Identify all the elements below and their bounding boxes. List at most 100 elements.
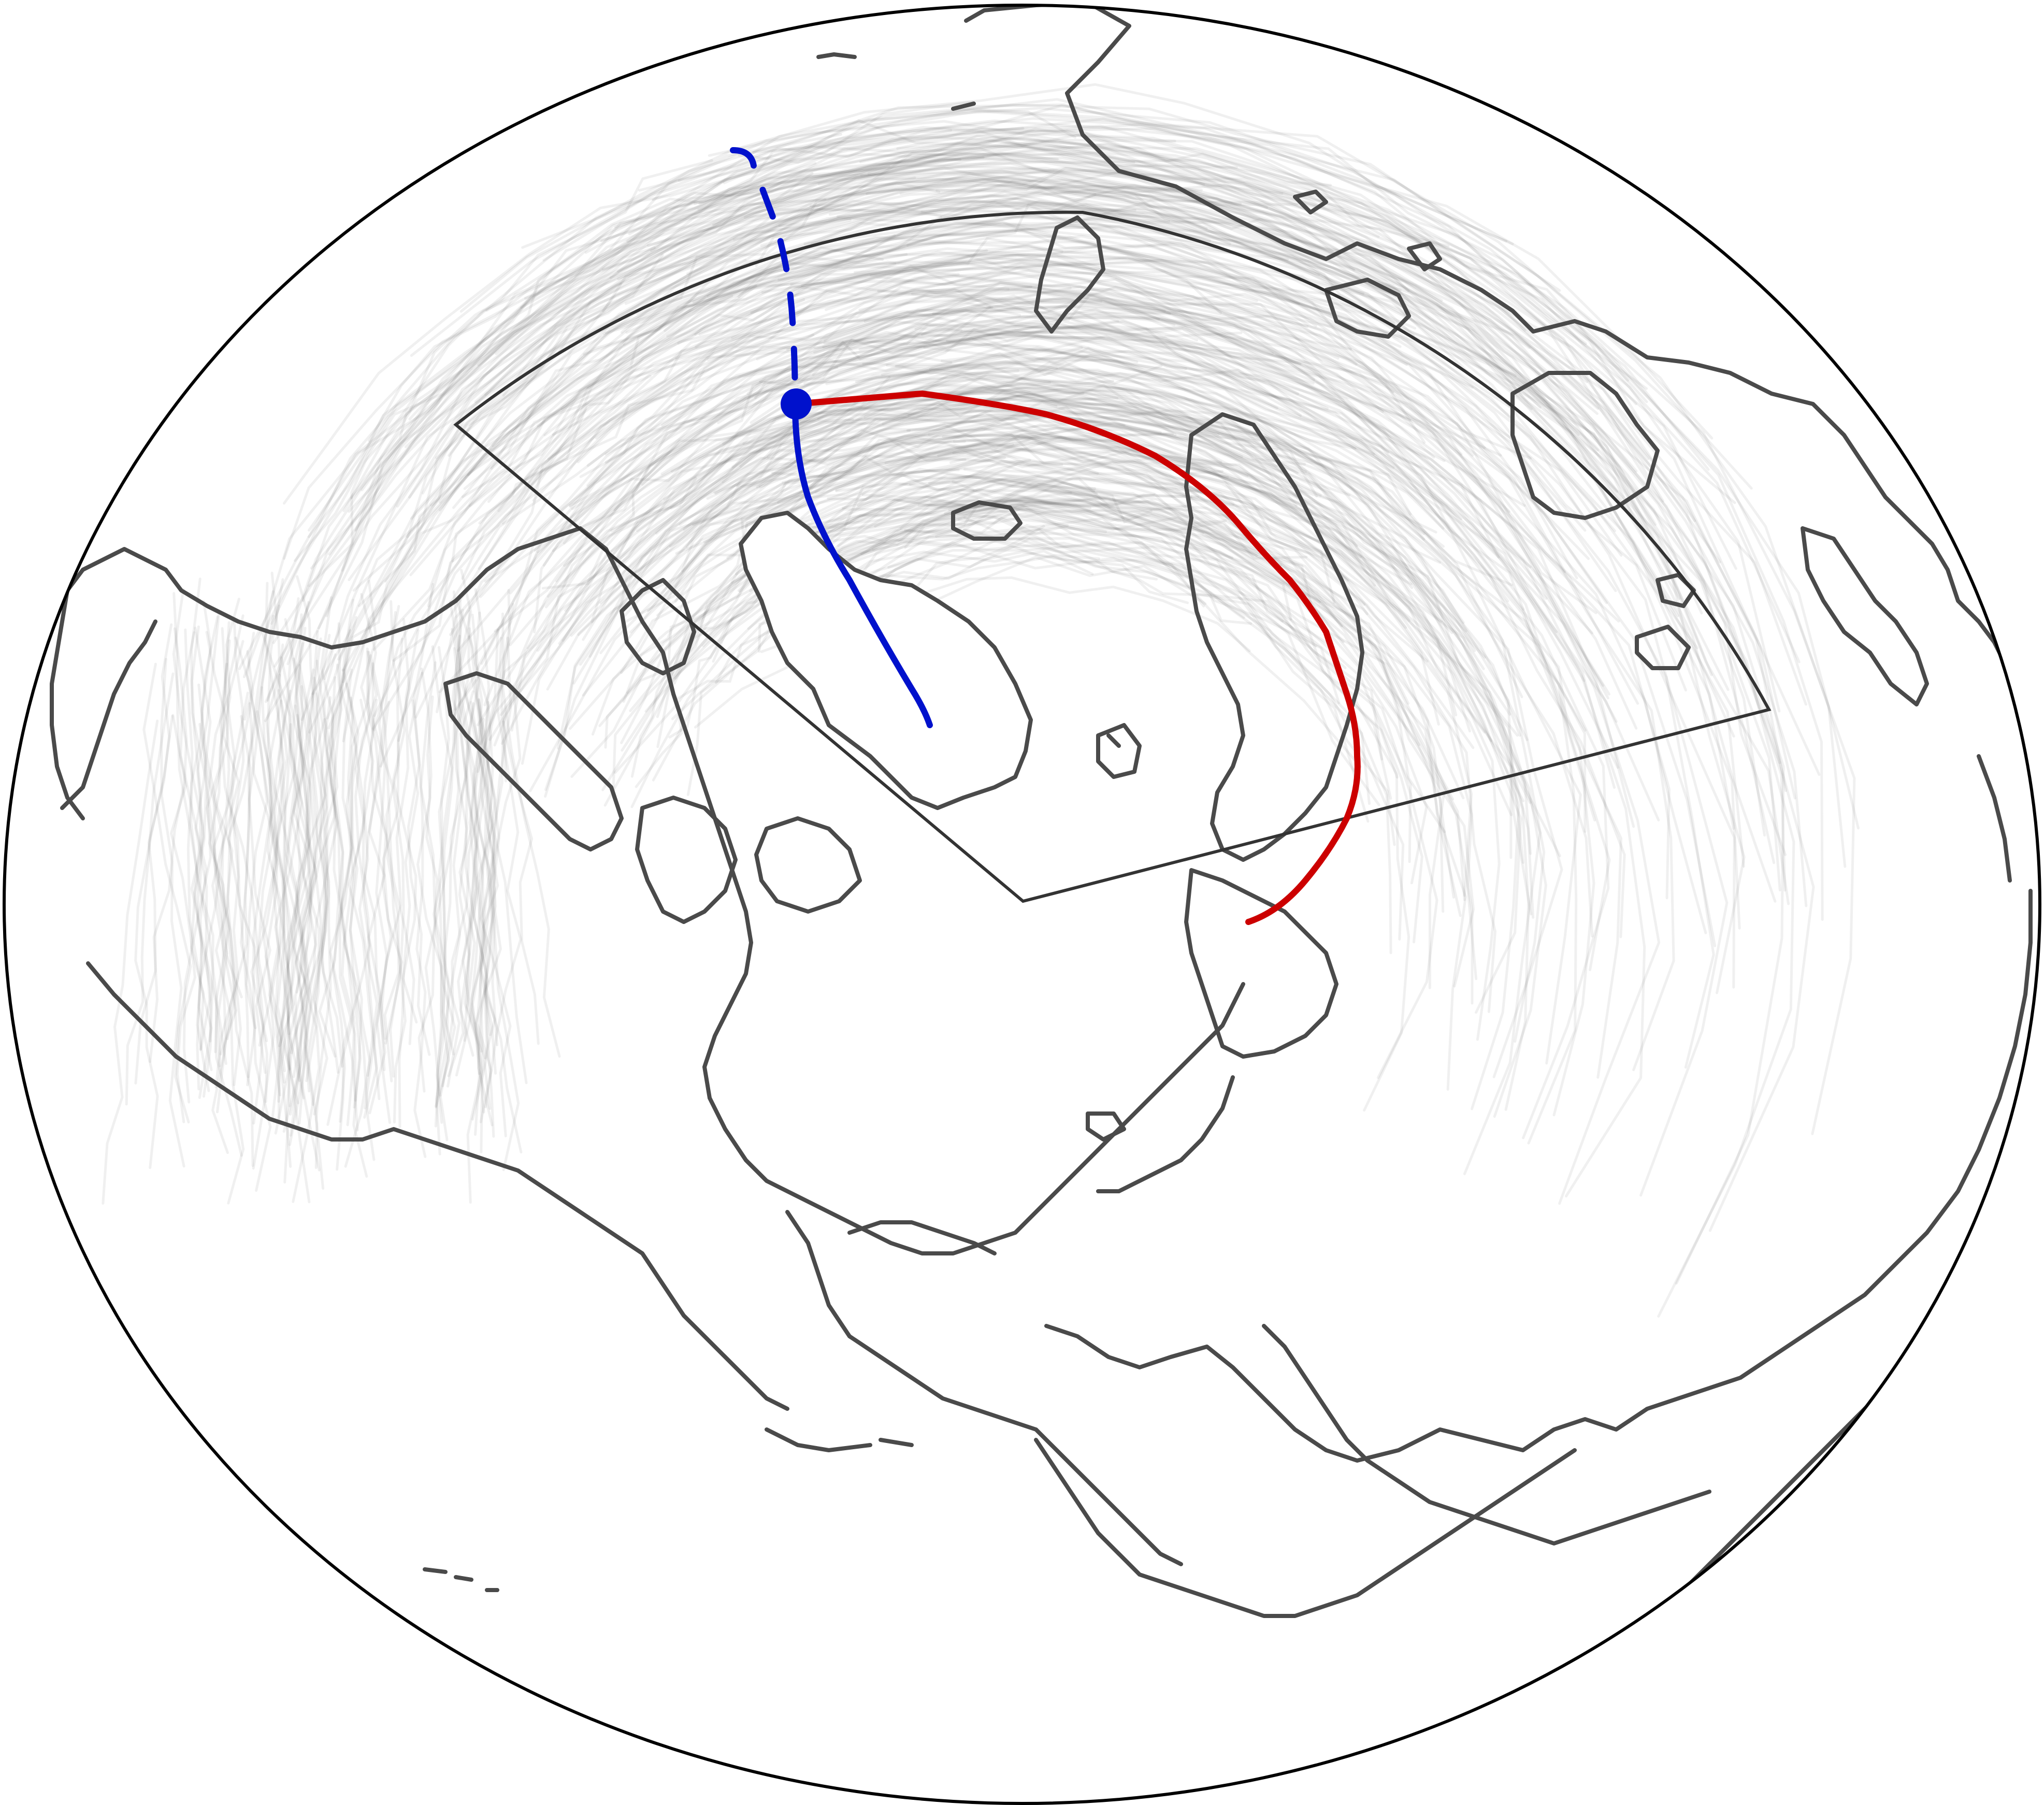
- background-track: [904, 483, 1153, 549]
- background-track: [160, 658, 185, 1168]
- background-track: [390, 600, 418, 1024]
- background-track: [274, 188, 1599, 668]
- background-track: [376, 629, 420, 1124]
- background-track: [871, 503, 1455, 899]
- background-track: [591, 367, 1058, 623]
- background-track: [452, 261, 1318, 509]
- background-track: [239, 590, 275, 1029]
- background-track: [735, 447, 1462, 917]
- background-track: [186, 615, 219, 1099]
- background-track: [759, 417, 1323, 559]
- background-track: [308, 246, 656, 587]
- background-track: [624, 202, 1730, 691]
- background-track: [441, 609, 464, 1056]
- background-track: [449, 298, 805, 636]
- background-track: [674, 266, 1502, 457]
- background-track: [758, 336, 1139, 387]
- background-track: [456, 304, 1166, 652]
- background-track: [762, 503, 1392, 800]
- background-track: [677, 224, 1777, 903]
- background-track: [190, 625, 213, 1071]
- background-track: [686, 200, 1415, 337]
- background-track: [620, 180, 1395, 334]
- background-track: [474, 194, 1517, 403]
- coastline-mediterranean: [1262, 1324, 1711, 1546]
- background-track: [563, 369, 1019, 567]
- background-track: [544, 434, 1366, 798]
- background-track: [825, 352, 1357, 450]
- background-track: [256, 710, 293, 1184]
- background-track: [860, 515, 1370, 823]
- background-track: [471, 628, 499, 1121]
- background-track: [763, 494, 1466, 901]
- background-track: [320, 629, 352, 1074]
- background-track: [435, 635, 472, 1108]
- background-track: [730, 262, 1426, 444]
- background-track: [814, 427, 1458, 717]
- background-track: [472, 718, 520, 1172]
- background-track: [429, 191, 1669, 564]
- background-track: [739, 367, 1611, 972]
- background-track: [142, 662, 192, 1123]
- background-track: [615, 417, 1322, 580]
- background-track: [604, 288, 1566, 573]
- coastline-pacific-islands: [423, 1567, 499, 1592]
- background-track: [294, 159, 713, 562]
- background-track: [812, 306, 1299, 395]
- background-track: [601, 161, 1619, 493]
- background-track: [332, 668, 354, 1123]
- background-track: [419, 661, 450, 1156]
- background-track: [949, 440, 1336, 604]
- background-track: [492, 250, 1378, 447]
- background-track: [234, 637, 309, 1125]
- background-track: [348, 178, 1696, 581]
- background-track: [663, 203, 1616, 532]
- coastline-east-asia-coast: [1977, 754, 2012, 883]
- background-track: [809, 183, 1650, 460]
- background-track: [271, 637, 322, 1118]
- background-track: [939, 380, 1546, 1043]
- background-track: [427, 246, 884, 608]
- background-track: [361, 162, 817, 492]
- background-track: [342, 258, 1402, 743]
- background-track: [708, 120, 1736, 504]
- background-track: [328, 124, 1801, 663]
- background-track: [416, 695, 449, 1142]
- background-track: [477, 388, 1085, 727]
- background-track: [464, 613, 490, 1075]
- background-track: [904, 498, 1345, 643]
- background-track: [172, 588, 219, 1053]
- background-track: [552, 346, 1616, 789]
- background-track: [211, 715, 252, 1154]
- background-track: [824, 524, 1412, 863]
- background-track: [604, 224, 1430, 348]
- background-track: [823, 329, 1610, 1139]
- background-track: [441, 627, 485, 1088]
- forecast-track: [792, 390, 1361, 925]
- background-track: [409, 197, 1365, 576]
- background-track: [276, 723, 311, 1204]
- background-track: [328, 682, 359, 1132]
- background-track: [474, 611, 528, 1085]
- background-track: [935, 499, 1283, 567]
- background-track: [674, 436, 1099, 588]
- background-track: [476, 698, 523, 1153]
- background-track: [655, 397, 1533, 916]
- background-track: [480, 297, 1548, 665]
- background-track: [435, 167, 1796, 800]
- coastline-caribbean: [847, 1220, 997, 1255]
- background-track: [617, 158, 1527, 332]
- background-track: [675, 426, 1369, 615]
- background-track: [920, 200, 1781, 891]
- background-track: [411, 699, 427, 1158]
- background-track: [862, 350, 1623, 1079]
- background-track: [437, 646, 461, 1088]
- background-track: [337, 622, 379, 1077]
- background-track: [467, 209, 1320, 476]
- background-track: [656, 473, 1420, 746]
- background-track: [487, 215, 1735, 738]
- background-track: [221, 627, 282, 1096]
- background-track: [436, 291, 1103, 713]
- background-track: [856, 435, 1486, 734]
- background-track: [750, 261, 1671, 900]
